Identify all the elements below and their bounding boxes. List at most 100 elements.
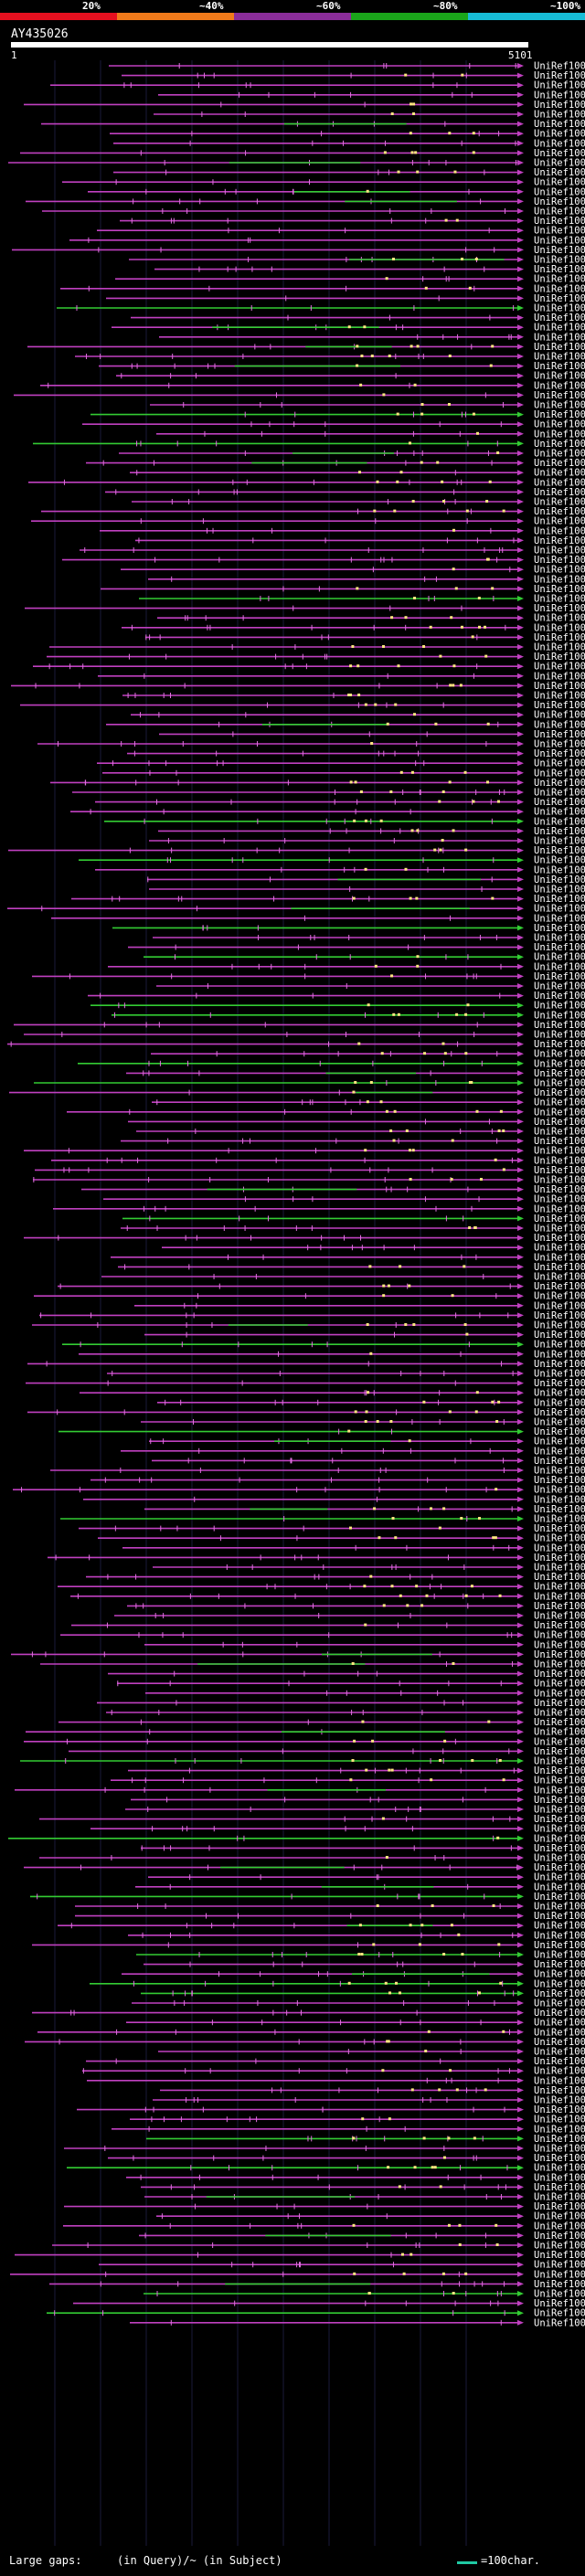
hit-direction-arrow	[517, 702, 524, 708]
hit-gap-marker	[387, 2166, 390, 2169]
hit-direction-arrow	[517, 1855, 524, 1860]
hit-direction-arrow	[517, 790, 524, 795]
hit-gap-marker	[424, 2050, 428, 2052]
hit-direction-arrow	[517, 1883, 524, 1890]
hit-label: UniRef100_Q5CYK3	[534, 729, 585, 740]
hit-gap-marker	[399, 1265, 402, 1268]
hit-gap-marker	[412, 112, 416, 115]
hit-gap-marker	[443, 1052, 447, 1055]
hit-direction-arrow	[517, 1361, 524, 1367]
hit-direction-arrow	[517, 1390, 524, 1396]
hit-direction-arrow	[517, 392, 524, 398]
hit-gap-marker	[447, 2136, 451, 2140]
hit-direction-arrow	[517, 479, 524, 485]
hit-gap-marker	[461, 258, 464, 260]
hit-gap-marker	[485, 780, 489, 784]
hit-label: UniRef100_Q3GUB0	[534, 458, 585, 469]
hit-label: UniRef100_Q8VKM3	[534, 1456, 585, 1467]
hit-direction-arrow	[517, 1089, 524, 1096]
hit-gap-marker	[382, 1294, 386, 1298]
hit-direction-arrow	[517, 1816, 524, 1822]
hit-label: UniRef100_UP1000...	[534, 1291, 585, 1302]
hit-label: UniRef100_B4EI37	[534, 1746, 585, 1757]
hit-gap-marker	[378, 1536, 381, 1540]
hit-direction-arrow	[517, 160, 524, 165]
hit-label: UniRef100_B3L591	[534, 1039, 585, 1050]
hit-gap-marker	[366, 189, 369, 193]
hit-direction-arrow	[517, 944, 524, 950]
hit-direction-arrow	[517, 508, 524, 514]
hit-gap-marker	[491, 1400, 495, 1404]
hit-label: UniRef100_Q3D424	[534, 691, 585, 702]
hit-direction-arrow	[517, 1952, 524, 1957]
hit-direction-arrow	[517, 1129, 524, 1134]
hit-gap-marker	[415, 896, 419, 900]
hit-gap-marker	[466, 1003, 470, 1007]
hit-direction-arrow	[517, 1060, 524, 1066]
hit-gap-marker	[484, 2088, 487, 2092]
hit-label: UniRef100_UP1000...	[534, 1862, 585, 1873]
hit-gap-marker	[349, 694, 353, 696]
hit-gap-marker	[412, 713, 416, 716]
hit-gap-marker	[441, 790, 445, 793]
hit-gap-marker	[410, 102, 413, 106]
hit-gap-marker	[373, 509, 377, 513]
hit-direction-arrow	[517, 1293, 524, 1299]
hit-direction-arrow	[517, 1729, 524, 1735]
hit-label: UniRef100_C5M1D4	[534, 177, 585, 188]
hit-gap-marker	[356, 664, 360, 668]
hit-direction-arrow	[517, 82, 524, 89]
hit-gap-marker	[452, 528, 456, 532]
hit-direction-arrow	[517, 2252, 524, 2258]
hit-gap-marker	[418, 1943, 421, 1946]
hit-label: UniRef100_Q6MHP4	[534, 603, 585, 614]
hit-direction-arrow	[517, 2213, 524, 2220]
hit-gap-marker	[458, 2223, 462, 2227]
hit-label: UniRef100_UP1000...	[534, 1630, 585, 1641]
hit-direction-arrow	[517, 2203, 524, 2210]
hit-direction-arrow	[517, 179, 524, 186]
hit-direction-arrow	[517, 1807, 524, 1812]
hit-label: UniRef100_A9VBM5	[534, 1805, 585, 1816]
hit-label: UniRef100_A2WK82	[534, 2308, 585, 2319]
hit-direction-arrow	[517, 1710, 524, 1715]
hit-gap-marker	[441, 1042, 445, 1045]
hit-label: UniRef100_UP1000...	[534, 622, 585, 633]
hit-label: UniRef100_Q3HTK6	[534, 1340, 585, 1351]
hit-label: UniRef100_UP1000...	[534, 2095, 585, 2106]
hit-label: UniRef100_Q5CRW5	[534, 2056, 585, 2067]
hit-direction-arrow	[517, 1447, 524, 1454]
hit-direction-arrow	[517, 2300, 524, 2306]
hit-direction-arrow	[517, 1923, 524, 1929]
hit-gap-marker	[452, 829, 455, 832]
hit-label: UniRef100_Q3JLD6	[534, 1117, 585, 1128]
hit-label: UniRef100_B4WX61	[534, 2269, 585, 2280]
hit-label: UniRef100_UP1000...	[534, 2231, 585, 2242]
query-start-position: 1	[11, 49, 17, 61]
hit-gap-marker	[416, 829, 420, 832]
hit-direction-arrow	[517, 828, 524, 834]
hit-gap-marker	[408, 1284, 411, 1288]
hit-gap-marker	[396, 412, 399, 416]
hit-gap-marker	[366, 1100, 369, 1104]
hit-direction-arrow	[517, 1099, 524, 1106]
hit-label: UniRef100_B3XY76	[534, 110, 585, 121]
hit-gap-marker	[349, 780, 353, 784]
hit-direction-arrow	[517, 2155, 524, 2161]
hit-label: UniRef100_A7N0B4	[534, 991, 585, 1002]
hit-gap-marker	[452, 684, 455, 687]
hit-label: UniRef100_Q4A2J9	[534, 1397, 585, 1408]
hit-label: UniRef100_A9VMX0	[534, 1010, 585, 1021]
hit-direction-arrow	[517, 1477, 524, 1483]
hit-gap-marker	[406, 1604, 410, 1607]
query-end-position: 5101	[508, 49, 533, 61]
hit-direction-arrow	[517, 721, 524, 727]
hit-gap-marker	[356, 364, 359, 367]
hit-direction-arrow	[517, 314, 524, 321]
query-sequence-bar	[11, 42, 528, 48]
hit-gap-marker	[399, 1594, 402, 1597]
hit-direction-arrow	[517, 140, 524, 146]
hit-label: UniRef100_Q6CFB4	[534, 913, 585, 924]
hit-gap-marker	[410, 345, 413, 348]
hit-gap-marker	[389, 1129, 393, 1132]
